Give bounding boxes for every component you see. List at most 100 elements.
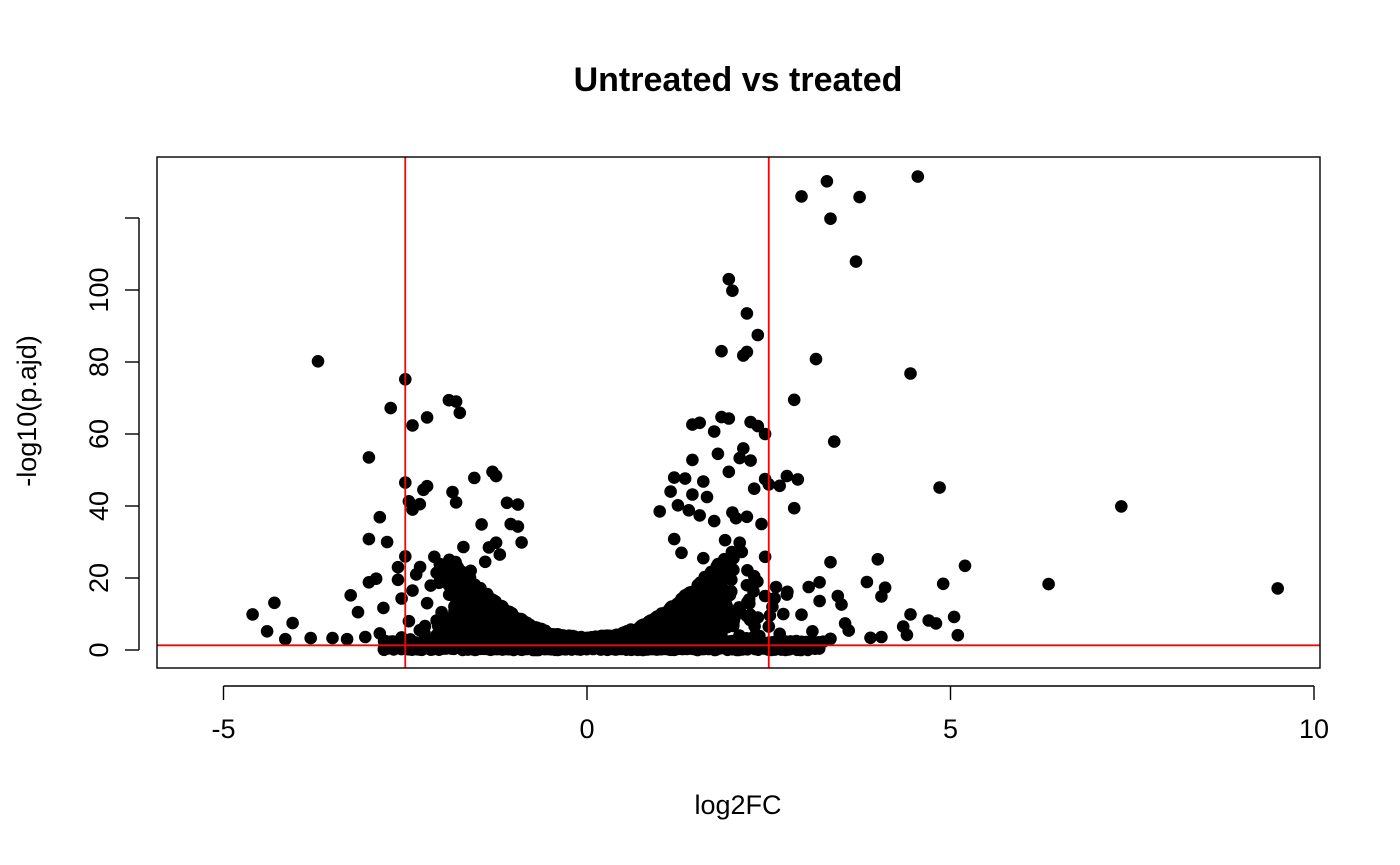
data-point <box>493 548 507 561</box>
data-point <box>373 510 387 524</box>
x-tick-label: 0 <box>579 714 594 744</box>
data-point <box>626 628 639 642</box>
data-point <box>304 631 318 645</box>
data-point <box>409 568 423 581</box>
data-point <box>773 627 786 641</box>
data-point <box>929 617 943 630</box>
y-tick-label: 40 <box>84 491 114 521</box>
data-point <box>475 518 488 531</box>
data-point <box>457 642 470 656</box>
data-point <box>715 344 728 358</box>
data-point <box>453 587 467 601</box>
data-point <box>798 637 812 651</box>
data-point <box>326 631 339 645</box>
data-point <box>467 578 481 591</box>
data-point <box>686 641 699 654</box>
data-point <box>500 496 514 510</box>
data-point <box>604 635 618 649</box>
data-point <box>747 482 761 496</box>
data-point <box>860 575 874 589</box>
data-point <box>406 419 419 432</box>
data-point <box>667 532 681 546</box>
data-point <box>653 505 666 518</box>
data-point <box>726 284 739 298</box>
data-point <box>664 601 677 614</box>
data-point <box>871 553 885 566</box>
data-point <box>413 623 427 637</box>
data-point <box>716 604 729 617</box>
data-point <box>526 643 540 657</box>
data-point <box>740 578 754 592</box>
data-point <box>384 401 398 415</box>
data-point <box>1115 500 1128 513</box>
data-point <box>853 190 866 204</box>
data-points <box>246 170 1284 657</box>
y-tick-label: 80 <box>84 347 114 377</box>
data-point <box>495 630 508 643</box>
data-point <box>751 328 765 342</box>
data-point <box>775 643 788 656</box>
data-point <box>491 604 504 618</box>
x-axis: -5 0 5 10 <box>211 685 1329 744</box>
data-point <box>725 573 738 587</box>
data-point <box>693 509 706 522</box>
data-point <box>835 598 848 611</box>
data-point <box>711 447 725 461</box>
data-point <box>904 367 917 380</box>
plot-frame <box>156 156 1321 669</box>
data-point <box>864 631 877 645</box>
data-point <box>686 418 699 431</box>
data-point <box>875 630 888 644</box>
data-point <box>911 170 925 183</box>
data-point <box>659 624 672 638</box>
data-point <box>351 605 365 619</box>
data-point <box>515 536 528 549</box>
data-point <box>718 593 732 606</box>
data-point <box>755 517 768 531</box>
data-point <box>246 608 259 621</box>
data-point <box>453 406 467 420</box>
data-point <box>729 511 743 525</box>
data-point <box>679 593 693 607</box>
data-point <box>664 485 677 498</box>
data-point <box>481 624 495 637</box>
data-point <box>478 555 492 569</box>
data-point <box>511 520 525 533</box>
y-tick-label: 100 <box>84 267 114 312</box>
data-point <box>511 498 525 511</box>
data-point <box>449 395 463 408</box>
data-point <box>769 580 783 594</box>
data-point <box>958 559 972 573</box>
data-point <box>340 632 354 646</box>
data-point <box>726 562 739 576</box>
data-point <box>722 412 736 425</box>
data-point <box>417 634 430 648</box>
data-point <box>933 481 946 494</box>
data-point <box>391 573 405 587</box>
data-point <box>849 255 863 268</box>
y-tick-label: 60 <box>84 419 114 449</box>
data-point <box>806 625 819 638</box>
data-point <box>697 475 710 488</box>
data-point <box>780 588 794 601</box>
data-point <box>435 605 448 619</box>
data-point <box>442 588 456 601</box>
data-point <box>667 471 681 484</box>
data-point <box>824 555 837 569</box>
data-point <box>791 473 805 486</box>
data-point <box>362 451 376 464</box>
data-point <box>700 490 714 504</box>
data-point <box>740 510 754 524</box>
data-point <box>406 584 419 597</box>
y-tick-label: 0 <box>84 642 114 657</box>
data-point <box>675 546 688 560</box>
data-point <box>875 590 888 603</box>
x-tick-label: 5 <box>943 714 958 744</box>
reference-lines <box>157 157 1320 668</box>
data-point <box>449 496 463 509</box>
data-point <box>420 596 434 610</box>
data-point <box>449 568 463 581</box>
data-point <box>773 479 786 493</box>
data-point <box>446 485 459 499</box>
